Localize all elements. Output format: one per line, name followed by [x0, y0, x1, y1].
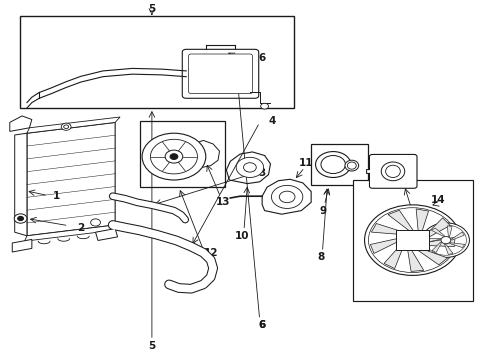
Polygon shape [96, 229, 118, 240]
Text: 6: 6 [259, 320, 266, 330]
Circle shape [170, 154, 178, 159]
Text: 1: 1 [53, 191, 60, 201]
FancyBboxPatch shape [182, 49, 259, 98]
Polygon shape [370, 237, 402, 253]
Circle shape [165, 150, 183, 163]
Ellipse shape [347, 162, 356, 169]
Bar [140, 121, 225, 187]
Text: 10: 10 [235, 231, 250, 241]
Circle shape [441, 237, 451, 244]
Polygon shape [388, 210, 415, 232]
Ellipse shape [386, 165, 400, 177]
Bar [396, 230, 429, 250]
Polygon shape [27, 117, 120, 133]
Text: 13: 13 [216, 197, 230, 207]
Text: 11: 11 [299, 158, 314, 168]
Circle shape [150, 139, 197, 174]
Circle shape [368, 208, 457, 273]
Text: 5: 5 [148, 4, 155, 14]
Circle shape [236, 157, 264, 177]
Polygon shape [262, 179, 311, 214]
Ellipse shape [321, 156, 345, 174]
Text: 6: 6 [259, 53, 266, 63]
Polygon shape [371, 224, 407, 235]
Bar [311, 144, 368, 185]
Circle shape [271, 185, 303, 208]
Polygon shape [432, 242, 441, 253]
Text: 14: 14 [431, 195, 446, 205]
Text: 9: 9 [320, 206, 327, 216]
Polygon shape [421, 237, 455, 247]
Polygon shape [444, 244, 453, 255]
Polygon shape [24, 225, 115, 241]
Text: 8: 8 [318, 252, 324, 262]
Circle shape [61, 123, 71, 130]
Text: 12: 12 [203, 248, 218, 258]
Polygon shape [407, 247, 424, 271]
Polygon shape [426, 238, 441, 242]
Polygon shape [416, 209, 429, 235]
Text: 7: 7 [422, 252, 430, 262]
Circle shape [408, 237, 417, 244]
FancyBboxPatch shape [369, 154, 417, 188]
Circle shape [91, 219, 100, 226]
Circle shape [64, 125, 69, 129]
Circle shape [142, 133, 206, 180]
Text: 4: 4 [268, 116, 276, 126]
FancyBboxPatch shape [189, 54, 252, 94]
Circle shape [422, 223, 469, 257]
Text: 5: 5 [148, 341, 155, 351]
Circle shape [244, 163, 256, 172]
Polygon shape [27, 122, 115, 236]
Circle shape [402, 232, 423, 248]
Polygon shape [226, 152, 270, 184]
Polygon shape [188, 140, 220, 169]
Text: 6: 6 [259, 320, 266, 330]
Ellipse shape [381, 162, 405, 181]
Bar [353, 180, 473, 301]
Polygon shape [423, 218, 450, 240]
Polygon shape [452, 232, 465, 240]
Circle shape [14, 214, 27, 223]
Polygon shape [384, 243, 404, 269]
Polygon shape [432, 228, 444, 236]
Ellipse shape [345, 160, 359, 171]
Polygon shape [15, 133, 27, 236]
Text: 2: 2 [77, 222, 84, 233]
Circle shape [261, 103, 269, 109]
Polygon shape [447, 226, 452, 237]
Bar [20, 16, 294, 108]
Polygon shape [415, 247, 447, 265]
Polygon shape [12, 239, 32, 252]
Circle shape [425, 225, 466, 255]
Circle shape [18, 216, 24, 221]
Circle shape [365, 205, 461, 275]
Polygon shape [449, 243, 465, 248]
Circle shape [279, 191, 295, 203]
Text: 3: 3 [259, 168, 266, 178]
Ellipse shape [316, 152, 351, 177]
Polygon shape [10, 116, 32, 131]
